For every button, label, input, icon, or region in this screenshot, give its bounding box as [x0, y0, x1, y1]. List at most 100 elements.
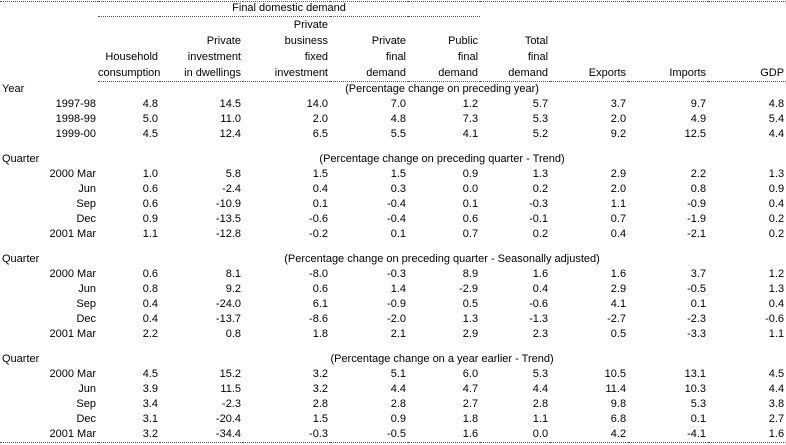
data-cell: 8.9 [462, 268, 479, 280]
data-cell: 0.1 [690, 298, 707, 310]
data-cell: 1.3 [768, 283, 785, 295]
row-label: 2000 Mar [49, 268, 96, 280]
data-cell: -0.4 [387, 198, 406, 210]
column-header-line: Household [105, 51, 158, 63]
section-note: (Percentage change on a year earlier - T… [330, 353, 554, 365]
data-cell: -1.9 [687, 213, 707, 225]
data-cell: 5.8 [225, 168, 241, 180]
data-cell: 1.3 [532, 168, 549, 180]
data-cell: 5.0 [142, 113, 158, 125]
data-cell: 2.3 [532, 328, 549, 340]
data-cell: 11.4 [605, 383, 627, 395]
data-cell: -0.2 [309, 228, 328, 240]
table-row: 2001 Mar 3.2 -34.4 -0.3 -0.5 1.6 0.0 4.2 -4.1 1.6 [0, 427, 786, 443]
data-cell: 4.8 [390, 113, 406, 125]
data-cell: 6.0 [462, 368, 479, 380]
row-label-column-header [0, 17, 98, 82]
data-cell: 7.3 [462, 113, 479, 125]
column-header-line [550, 49, 626, 65]
data-cell: -2.3 [222, 398, 241, 410]
column-header-line: GDP [760, 67, 785, 79]
group-header-row: Final domestic demand [0, 1, 786, 17]
row-label: Sep [76, 298, 96, 310]
data-cell: -24.0 [215, 298, 241, 310]
data-cell: 0.1 [312, 198, 328, 210]
row-label: Sep [76, 398, 96, 410]
column-header-line [708, 17, 784, 33]
column-header-line [160, 17, 241, 33]
data-cell: -0.9 [387, 298, 406, 310]
data-cell: -1.3 [529, 313, 549, 325]
data-cell: 8.1 [225, 268, 241, 280]
column-header-line [628, 17, 706, 33]
data-cell: 2.0 [610, 183, 627, 195]
data-cell: -34.4 [215, 428, 241, 440]
data-cell: 0.0 [532, 428, 549, 440]
data-cell: -4.1 [687, 428, 707, 440]
table-row: 1999-00 4.5 12.4 6.5 5.5 4.1 5.2 9.2 12.5 4.4 [0, 127, 786, 142]
data-cell: 1.0 [142, 168, 158, 180]
data-cell: 1.1 [532, 413, 549, 425]
data-cell: -8.0 [309, 268, 328, 280]
data-cell: -2.4 [222, 183, 241, 195]
data-cell: 3.9 [142, 383, 158, 395]
column-header-line [98, 33, 158, 49]
column-header-line: business [284, 35, 328, 47]
section-label: Quarter [2, 253, 40, 265]
data-cell: 2.9 [610, 168, 627, 180]
data-cell: 9.2 [225, 283, 241, 295]
data-cell: 6.1 [312, 298, 328, 310]
data-cell: 0.6 [462, 213, 479, 225]
column-header-exports: Exports [550, 16, 629, 82]
section-note: (Percentage change on preceding quarter … [319, 153, 565, 165]
data-cell: -10.9 [215, 198, 241, 210]
data-cell: 1.6 [610, 268, 627, 280]
data-cell: 15.2 [219, 368, 241, 380]
data-cell: 3.2 [142, 428, 158, 440]
data-cell: 5.3 [532, 113, 549, 125]
data-cell: 5.7 [532, 98, 549, 110]
data-cell: 0.4 [312, 183, 328, 195]
section-label: Quarter [2, 153, 40, 165]
data-cell: 1.6 [462, 428, 479, 440]
data-cell: 5.5 [390, 128, 406, 140]
column-header-line [408, 17, 478, 33]
data-cell: 0.9 [142, 213, 158, 225]
row-label: Sep [76, 198, 96, 210]
data-cell: 0.7 [462, 228, 479, 240]
data-cell: 2.2 [690, 168, 707, 180]
data-cell: 12.4 [219, 128, 241, 140]
table-row: 2000 Mar 4.5 15.2 3.2 5.1 6.0 5.3 10.5 13.1 4.5 [0, 367, 786, 382]
data-cell: 5.3 [532, 368, 549, 380]
data-cell: -0.6 [309, 213, 328, 225]
section-label: Quarter [2, 353, 40, 365]
section-gap [0, 242, 786, 252]
column-header-line [480, 17, 548, 33]
data-cell: 2.7 [768, 413, 785, 425]
table-row: Dec 0.4 -13.7 -8.6 -2.0 1.3 -1.3 -2.7 -2.3 -0.6 [0, 312, 786, 327]
data-cell: 2.9 [462, 328, 479, 340]
data-cell: -2.7 [607, 313, 627, 325]
data-cell: 2.8 [312, 398, 328, 410]
data-cell: 3.7 [690, 268, 707, 280]
data-cell: 4.1 [462, 128, 479, 140]
row-label: 2001 Mar [49, 228, 96, 240]
data-cell: -20.4 [215, 413, 241, 425]
column-header-line: Imports [669, 67, 707, 79]
data-cell: 1.5 [390, 168, 406, 180]
data-cell: 0.8 [142, 283, 158, 295]
data-cell: 4.1 [610, 298, 627, 310]
data-cell: 0.2 [532, 183, 549, 195]
row-label: Dec [76, 213, 96, 225]
data-cell: -13.7 [215, 313, 241, 325]
data-cell: 1.6 [768, 428, 785, 440]
data-cell: 0.9 [768, 183, 785, 195]
section-note: (Percentage change on preceding year) [345, 83, 539, 95]
data-cell: 0.6 [142, 198, 158, 210]
data-cell: -2.9 [459, 283, 479, 295]
data-cell: 0.0 [462, 183, 479, 195]
data-cell: 4.2 [610, 428, 627, 440]
data-cell: 3.1 [142, 413, 158, 425]
data-cell: 2.0 [610, 113, 627, 125]
data-cell: 7.0 [390, 98, 406, 110]
